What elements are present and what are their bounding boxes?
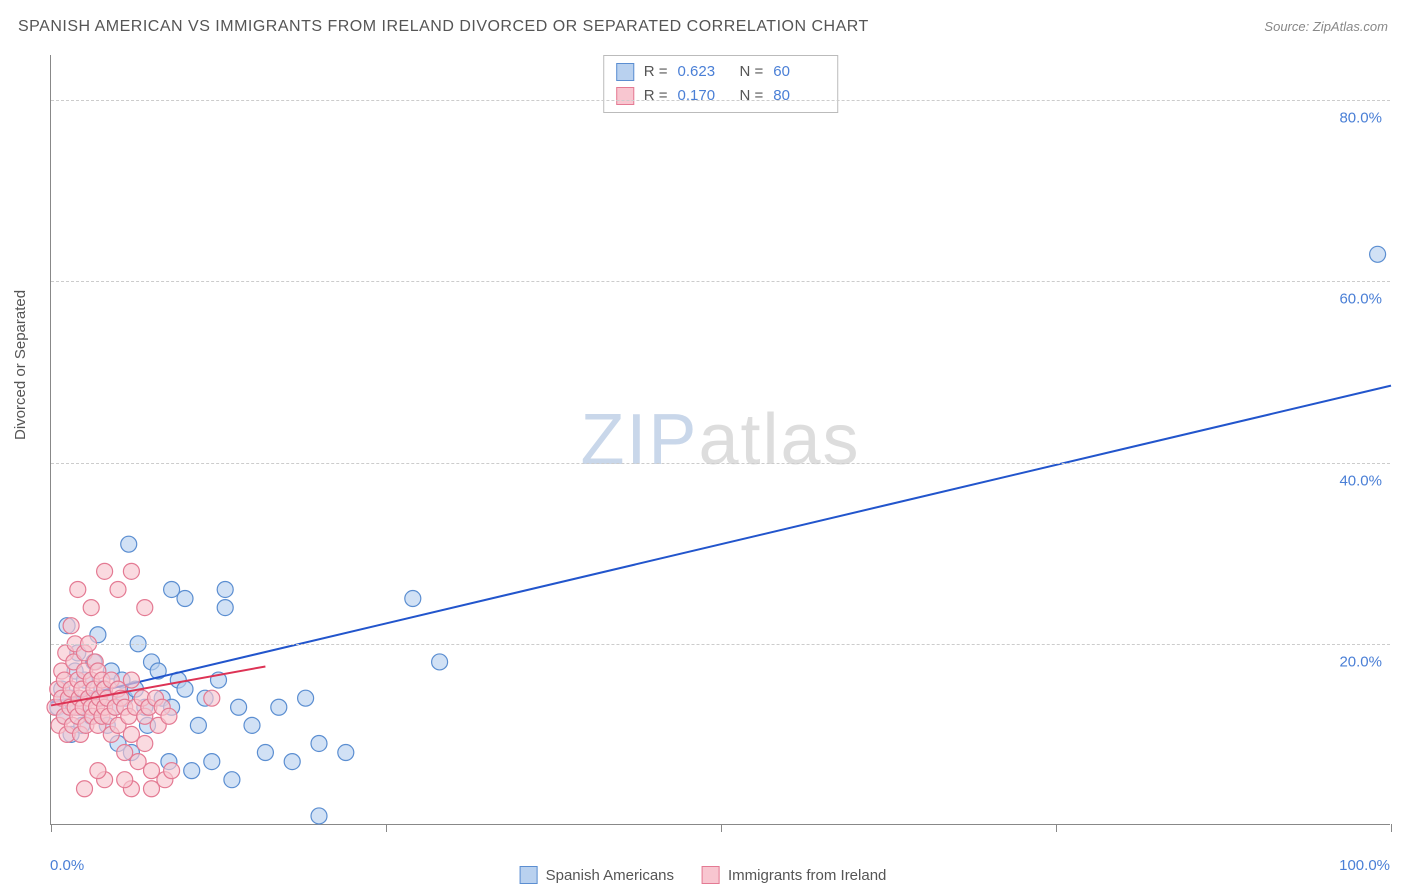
- data-point: [311, 808, 327, 824]
- gridline-h: [51, 644, 1390, 645]
- series-swatch: [702, 866, 720, 884]
- legend-label: Immigrants from Ireland: [728, 867, 886, 884]
- n-value: 80: [773, 84, 825, 108]
- y-tick-label: 80.0%: [1339, 110, 1382, 127]
- data-point: [217, 581, 233, 597]
- chart-header: SPANISH AMERICAN VS IMMIGRANTS FROM IREL…: [18, 18, 1388, 36]
- chart-svg: [51, 55, 1390, 824]
- x-min-label: 0.0%: [50, 857, 84, 874]
- chart-source: Source: ZipAtlas.com: [1264, 19, 1388, 34]
- data-point: [117, 772, 133, 788]
- data-point: [257, 745, 273, 761]
- data-point: [311, 735, 327, 751]
- x-tick: [386, 824, 387, 832]
- data-point: [204, 754, 220, 770]
- data-point: [70, 581, 86, 597]
- legend-label: Spanish Americans: [546, 867, 674, 884]
- data-point: [121, 536, 137, 552]
- stats-box: R = 0.623 N = 60 R = 0.170 N = 80: [603, 55, 839, 113]
- x-tick: [1391, 824, 1392, 832]
- data-point: [161, 708, 177, 724]
- x-tick: [51, 824, 52, 832]
- data-point: [83, 600, 99, 616]
- gridline-h: [51, 281, 1390, 282]
- series-swatch: [616, 87, 634, 105]
- data-point: [244, 717, 260, 733]
- y-tick-label: 40.0%: [1339, 472, 1382, 489]
- data-point: [432, 654, 448, 670]
- data-point: [217, 600, 233, 616]
- chart-title: SPANISH AMERICAN VS IMMIGRANTS FROM IREL…: [18, 18, 869, 36]
- legend-bottom: Spanish Americans Immigrants from Ireland: [520, 866, 887, 884]
- n-label: N =: [740, 60, 764, 84]
- data-point: [144, 781, 160, 797]
- data-point: [137, 600, 153, 616]
- data-point: [177, 681, 193, 697]
- data-point: [63, 618, 79, 634]
- data-point: [97, 563, 113, 579]
- stats-row: R = 0.170 N = 80: [616, 84, 826, 108]
- r-label: R =: [644, 84, 668, 108]
- data-point: [1370, 246, 1386, 262]
- legend-item: Immigrants from Ireland: [702, 866, 886, 884]
- data-point: [123, 563, 139, 579]
- x-max-label: 100.0%: [1339, 857, 1390, 874]
- r-label: R =: [644, 60, 668, 84]
- data-point: [204, 690, 220, 706]
- r-value: 0.170: [678, 84, 730, 108]
- series-swatch: [520, 866, 538, 884]
- n-label: N =: [740, 84, 764, 108]
- data-point: [184, 763, 200, 779]
- data-point: [77, 781, 93, 797]
- trendline: [51, 386, 1391, 703]
- data-point: [224, 772, 240, 788]
- data-point: [90, 763, 106, 779]
- stats-row: R = 0.623 N = 60: [616, 60, 826, 84]
- x-tick: [1056, 824, 1057, 832]
- data-point: [164, 581, 180, 597]
- data-point: [123, 672, 139, 688]
- data-point: [137, 735, 153, 751]
- x-tick: [721, 824, 722, 832]
- data-point: [298, 690, 314, 706]
- legend-item: Spanish Americans: [520, 866, 674, 884]
- r-value: 0.623: [678, 60, 730, 84]
- data-point: [338, 745, 354, 761]
- gridline-h: [51, 463, 1390, 464]
- gridline-h: [51, 100, 1390, 101]
- n-value: 60: [773, 60, 825, 84]
- data-point: [231, 699, 247, 715]
- series-swatch: [616, 63, 634, 81]
- data-point: [190, 717, 206, 733]
- plot-area: ZIPatlas R =0.623N =60R =0.170N =80 20.0…: [50, 55, 1390, 825]
- source-value: ZipAtlas.com: [1313, 19, 1388, 34]
- data-point: [405, 591, 421, 607]
- y-axis-label: Divorced or Separated: [12, 290, 29, 440]
- y-tick-label: 20.0%: [1339, 653, 1382, 670]
- data-point: [164, 763, 180, 779]
- y-tick-label: 60.0%: [1339, 291, 1382, 308]
- data-point: [284, 754, 300, 770]
- data-point: [110, 581, 126, 597]
- data-point: [271, 699, 287, 715]
- source-label: Source:: [1264, 19, 1309, 34]
